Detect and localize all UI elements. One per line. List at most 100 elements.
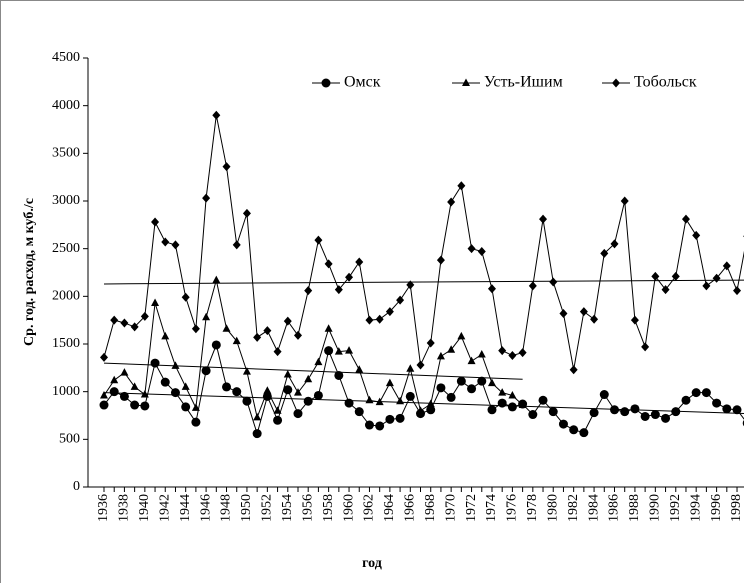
point xyxy=(354,407,364,417)
point xyxy=(375,421,385,431)
point xyxy=(396,295,405,305)
y-tick-label: 2000 xyxy=(52,289,80,304)
point xyxy=(313,390,323,400)
x-axis-label: год xyxy=(362,556,382,571)
point xyxy=(681,214,690,224)
point xyxy=(630,404,640,414)
point xyxy=(558,419,568,429)
y-tick-label: 3500 xyxy=(52,146,80,161)
point xyxy=(436,255,445,265)
point xyxy=(477,349,486,358)
point xyxy=(548,407,558,417)
point xyxy=(120,368,129,376)
point xyxy=(365,395,374,404)
trend-line xyxy=(103,362,523,380)
point xyxy=(365,315,374,325)
point xyxy=(487,284,496,294)
point xyxy=(610,239,619,249)
point xyxy=(733,286,742,296)
point xyxy=(406,364,415,372)
x-tick-label: 1984 xyxy=(586,494,601,522)
x-tick-label: 1938 xyxy=(117,494,132,522)
series-line xyxy=(103,279,523,420)
point xyxy=(518,348,527,358)
point xyxy=(691,388,701,398)
point xyxy=(324,324,333,332)
point xyxy=(283,316,292,326)
legend-label: Усть-Ишим xyxy=(484,74,563,91)
point xyxy=(293,388,302,396)
point xyxy=(252,429,262,439)
x-tick-label: 1970 xyxy=(443,494,458,522)
point xyxy=(202,312,211,321)
point xyxy=(722,261,731,271)
point xyxy=(385,414,395,424)
x-tick-label: 1976 xyxy=(505,494,520,522)
point xyxy=(498,346,507,356)
point xyxy=(110,315,119,325)
point xyxy=(242,367,251,375)
point xyxy=(232,387,242,397)
x-tick-label: 1974 xyxy=(484,494,499,522)
x-tick-label: 1994 xyxy=(688,494,703,522)
point xyxy=(498,388,507,396)
point xyxy=(712,398,722,408)
legend-label: Омск xyxy=(344,74,381,91)
point xyxy=(456,376,466,386)
point xyxy=(191,403,200,411)
point xyxy=(181,382,190,390)
point xyxy=(304,286,313,296)
point xyxy=(620,196,629,206)
point xyxy=(457,331,466,340)
point xyxy=(119,391,129,401)
point xyxy=(314,235,323,245)
point xyxy=(426,399,435,408)
point xyxy=(130,382,139,390)
point xyxy=(518,400,527,409)
point xyxy=(171,361,180,369)
point xyxy=(612,78,620,88)
x-tick-label: 1972 xyxy=(464,494,479,522)
point xyxy=(447,345,456,353)
point xyxy=(630,315,639,325)
point xyxy=(590,314,599,324)
point xyxy=(426,405,436,415)
point xyxy=(161,331,170,340)
point xyxy=(385,307,394,317)
point xyxy=(364,420,374,430)
point xyxy=(497,398,507,408)
x-tick-label: 1960 xyxy=(341,494,356,522)
point xyxy=(334,370,344,380)
point xyxy=(702,281,711,291)
point xyxy=(405,391,415,401)
x-tick-label: 1988 xyxy=(627,494,642,522)
point xyxy=(549,277,558,287)
point xyxy=(692,230,701,240)
point xyxy=(589,408,599,418)
point xyxy=(457,181,466,191)
point xyxy=(345,346,354,354)
point xyxy=(344,398,354,408)
point xyxy=(202,193,211,203)
point xyxy=(100,390,108,399)
series-line xyxy=(103,115,744,370)
point xyxy=(222,324,231,332)
point xyxy=(701,388,711,398)
point xyxy=(396,396,405,405)
point xyxy=(130,322,139,332)
x-tick-label: 1942 xyxy=(157,494,172,522)
point xyxy=(651,271,660,281)
point xyxy=(321,78,331,88)
point xyxy=(283,385,293,395)
point xyxy=(436,351,445,360)
point xyxy=(110,375,119,384)
point xyxy=(446,392,456,402)
point xyxy=(467,244,476,254)
x-tick-label: 1958 xyxy=(321,494,336,522)
point xyxy=(232,240,241,250)
point xyxy=(610,405,619,415)
trend-line xyxy=(103,279,744,285)
point xyxy=(314,357,323,366)
